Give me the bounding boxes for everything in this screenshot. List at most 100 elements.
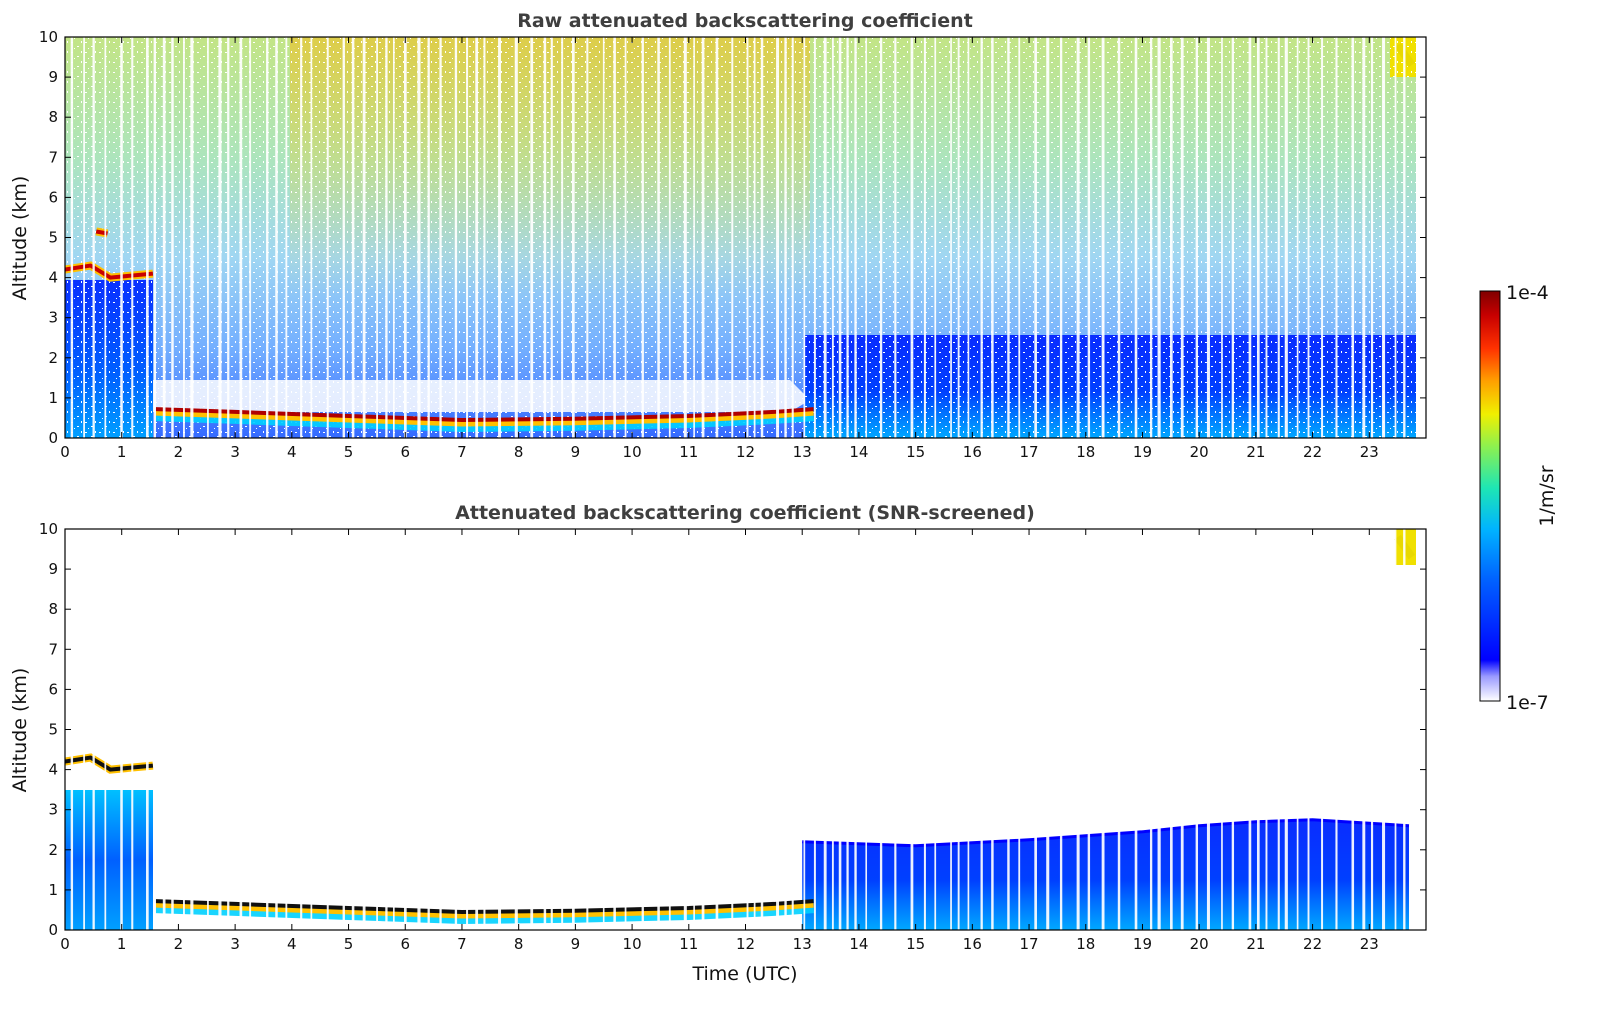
missing-profile-stripe [624,529,627,930]
x-tick-label: 5 [344,443,354,461]
x-tick-label: 8 [514,935,524,953]
missing-profile-stripe [218,529,222,930]
y-tick-label: 9 [48,68,58,86]
missing-profile-stripe [300,529,303,930]
missing-profile-stripe [967,37,970,438]
missing-profile-stripe [865,37,868,438]
missing-profile-stripe [1362,37,1366,438]
missing-profile-stripe [1180,37,1184,438]
missing-profile-stripe [1134,37,1138,438]
missing-profile-stripe [760,529,764,930]
missing-profile-stripe [1117,529,1121,930]
missing-profile-stripe [561,529,564,930]
missing-profile-stripe [1018,529,1021,930]
panel2-x-ticks: 0 1 2 3 4 5 6 7 8 9 10 11 12 13 14 15 16 17 18 19 20 21 22 23 [60,529,1379,953]
missing-profile-stripe [753,529,756,930]
x-tick-label: 0 [60,443,70,461]
missing-profile-stripe [910,37,914,438]
missing-profile-stripe [1351,37,1355,438]
x-tick-label: 2 [174,443,184,461]
x-tick-label: 7 [457,935,467,953]
missing-profile-stripe [131,37,134,438]
missing-profile-stripe [701,37,705,438]
missing-profile-stripe [530,529,534,930]
missing-profile-stripe [310,37,313,438]
missing-profile-stripe [1170,37,1173,438]
missing-profile-stripe [950,529,952,930]
missing-profile-stripe [1382,37,1386,438]
missing-profile-stripe [550,37,553,438]
missing-profile-stripe [980,529,983,930]
panel2-y-axis-label: Altitude (km) [9,668,31,793]
x-tick-label: 13 [793,443,812,461]
missing-profile-stripe [1248,37,1252,438]
missing-profile-stripe [831,529,834,930]
missing-profile-stripe [70,37,74,438]
missing-profile-stripe [923,529,926,930]
missing-profile-stripe [275,37,278,438]
x-tick-label: 18 [1076,935,1095,953]
x-tick-label: 10 [623,443,642,461]
missing-profile-stripe [683,37,687,438]
x-tick-label: 2 [174,935,184,953]
missing-profile-stripe [1307,37,1310,438]
missing-profile-stripe [1382,529,1386,930]
missing-profile-stripe [1321,37,1324,438]
panel1-boundary-layer [155,407,814,432]
missing-profile-stripe [879,529,883,930]
missing-profile-stripe [376,529,378,930]
missing-profile-stripe [934,529,937,930]
missing-profile-stripe [417,529,421,930]
missing-profile-stripe [249,37,252,438]
missing-profile-stripe [991,529,994,930]
panel2-heatmap [65,529,1426,930]
missing-profile-stripe [385,529,388,930]
missing-profile-stripe [693,37,695,438]
missing-profile-stripe [854,37,857,438]
missing-profile-stripe [668,529,671,930]
missing-profile-stripe [1087,529,1091,930]
missing-profile-stripe [392,37,395,438]
missing-profile-stripe [1403,529,1406,930]
missing-profile-stripe [207,529,209,930]
missing-profile-stripe [1157,529,1161,930]
missing-profile-stripe [1206,37,1210,438]
missing-profile-stripe [1076,529,1080,930]
y-tick-label: 8 [48,600,58,618]
missing-profile-stripe [1284,37,1288,438]
missing-profile-stripe [83,529,85,930]
missing-profile-stripe [162,37,166,438]
missing-profile-stripe [439,529,442,930]
missing-profile-stripe [657,529,660,930]
y-tick-label: 4 [48,761,58,779]
missing-profile-stripe [454,37,458,438]
x-tick-label: 22 [1303,443,1322,461]
missing-profile-stripe [760,37,764,438]
missing-profile-stripe [543,529,547,930]
missing-profile-stripe [715,37,719,438]
missing-profile-stripe [1256,37,1260,438]
x-tick-label: 10 [623,935,642,953]
missing-profile-stripe [1076,37,1080,438]
missing-profile-stripe [910,529,914,930]
y-tick-label: 4 [48,269,58,287]
missing-profile-stripe [1206,529,1210,930]
missing-profile-stripe [831,37,834,438]
missing-profile-stripe [683,529,687,930]
missing-profile-stripe [1370,529,1374,930]
missing-profile-stripe [475,529,479,930]
missing-profile-stripe [218,37,222,438]
missing-profile-stripe [1134,529,1138,930]
missing-profile-stripe [171,37,174,438]
y-tick-label: 0 [48,921,58,939]
missing-profile-stripe [131,529,134,930]
missing-profile-stripe [846,37,849,438]
y-tick-label: 6 [48,188,58,206]
x-tick-label: 23 [1360,443,1379,461]
panel2-early-aerosol [65,790,153,930]
missing-profile-stripe [275,529,278,930]
x-tick-label: 14 [849,443,868,461]
missing-profile-stripe [784,529,787,930]
missing-profile-stripe [1059,529,1063,930]
x-tick-label: 4 [287,443,297,461]
